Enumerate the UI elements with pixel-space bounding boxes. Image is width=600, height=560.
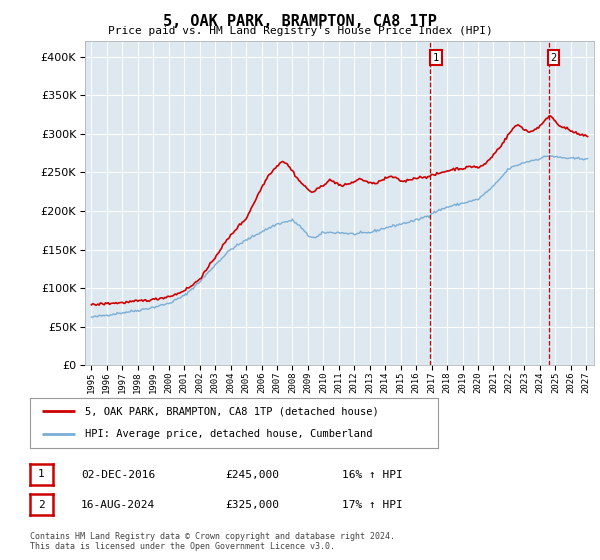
Text: £325,000: £325,000 [225,500,279,510]
Text: 1: 1 [433,53,439,63]
Text: HPI: Average price, detached house, Cumberland: HPI: Average price, detached house, Cumb… [85,430,373,440]
Text: Contains HM Land Registry data © Crown copyright and database right 2024.
This d: Contains HM Land Registry data © Crown c… [30,532,395,552]
Text: 02-DEC-2016: 02-DEC-2016 [81,470,155,480]
Text: 2: 2 [38,500,45,510]
Text: Price paid vs. HM Land Registry's House Price Index (HPI): Price paid vs. HM Land Registry's House … [107,26,493,36]
Text: 16-AUG-2024: 16-AUG-2024 [81,500,155,510]
Text: 2: 2 [550,53,556,63]
Text: 17% ↑ HPI: 17% ↑ HPI [342,500,403,510]
Text: 5, OAK PARK, BRAMPTON, CA8 1TP (detached house): 5, OAK PARK, BRAMPTON, CA8 1TP (detached… [85,406,379,416]
Text: 1: 1 [38,469,45,479]
Text: 16% ↑ HPI: 16% ↑ HPI [342,470,403,480]
Text: £245,000: £245,000 [225,470,279,480]
Text: 5, OAK PARK, BRAMPTON, CA8 1TP: 5, OAK PARK, BRAMPTON, CA8 1TP [163,14,437,29]
